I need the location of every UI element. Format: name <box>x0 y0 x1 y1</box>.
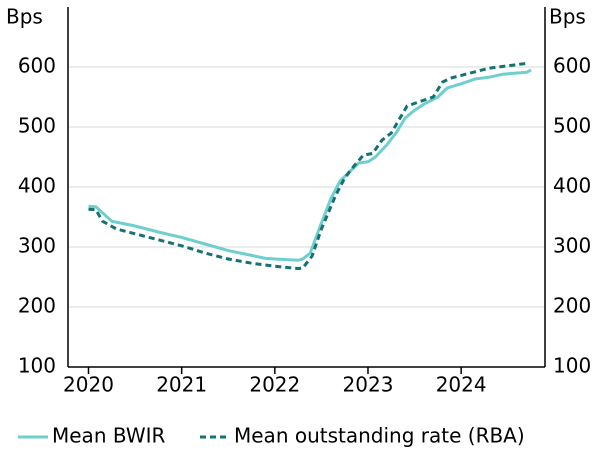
x-tick-label: 2023 <box>343 373 394 397</box>
y-axis-label: Bps <box>6 5 43 29</box>
x-tick-label: 2021 <box>156 373 207 397</box>
data-line <box>88 68 532 262</box>
y-tick-label: 300 <box>18 234 56 258</box>
legend-label: Mean outstanding rate (RBA) <box>234 424 525 448</box>
data-line <box>88 61 529 271</box>
y-tick-label: 500 <box>18 114 56 138</box>
y-tick-label: 400 <box>18 174 56 198</box>
y2-tick-label: 100 <box>553 354 591 378</box>
y2-tick-label: 300 <box>553 234 591 258</box>
legend-label: Mean BWIR <box>52 424 166 448</box>
x-tick-label: 2022 <box>249 373 300 397</box>
y2-axis-label: Bps <box>549 5 586 29</box>
y-tick-label: 100 <box>18 354 56 378</box>
x-tick-label: 2020 <box>63 373 114 397</box>
y-tick-label: 200 <box>18 294 56 318</box>
x-tick-label: 2024 <box>436 373 487 397</box>
y2-tick-label: 500 <box>553 114 591 138</box>
y2-tick-label: 600 <box>553 54 591 78</box>
y-tick-label: 600 <box>18 54 56 78</box>
y2-tick-label: 200 <box>553 294 591 318</box>
y2-tick-label: 400 <box>553 174 591 198</box>
